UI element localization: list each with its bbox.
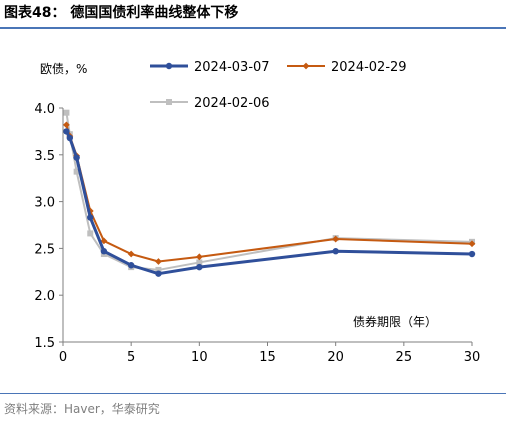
data-point <box>127 250 135 258</box>
legend-label: 2024-03-07 <box>194 60 270 75</box>
series-line <box>65 124 473 263</box>
data-point <box>196 259 203 266</box>
legend-item: 2024-02-29 <box>287 60 407 75</box>
legend-item: 2024-03-07 <box>150 60 270 75</box>
y-tick-label: 3.5 <box>34 149 55 164</box>
x-tick-label: 30 <box>464 350 481 365</box>
data-point <box>155 266 162 273</box>
data-point <box>100 248 108 255</box>
data-point <box>73 168 80 175</box>
x-tick-label: 10 <box>191 350 208 365</box>
data-point <box>63 128 70 135</box>
title-divider <box>0 27 506 29</box>
chart-title: 图表48： 德国国债利率曲线整体下移 <box>4 5 239 21</box>
data-point <box>332 235 340 243</box>
data-point <box>66 134 74 142</box>
data-point <box>73 154 80 161</box>
legend-label: 2024-02-29 <box>331 60 407 75</box>
series-2024-02-29 <box>63 121 476 265</box>
legend-swatch-marker <box>166 99 172 105</box>
data-point <box>332 248 339 255</box>
y-tick-label: 2.0 <box>34 289 55 304</box>
data-point <box>87 214 94 221</box>
y-tick-label: 2.5 <box>34 242 55 257</box>
data-point <box>87 230 94 237</box>
data-point <box>468 240 476 248</box>
source-note: 资料来源：Haver，华泰研究 <box>4 402 160 416</box>
data-point <box>127 262 135 269</box>
x-tick-label: 15 <box>259 350 276 365</box>
chart-legend: 2024-03-07 2024-02-29 2024-02-06 <box>150 60 407 111</box>
x-tick-label: 20 <box>327 350 344 365</box>
data-point <box>155 270 162 277</box>
series-2024-03-07 <box>63 128 476 277</box>
data-point <box>63 109 70 116</box>
x-tick-label: 5 <box>127 350 135 365</box>
data-point <box>100 237 108 245</box>
data-point <box>155 258 162 265</box>
data-point <box>63 121 70 129</box>
series-layer <box>63 109 476 277</box>
series-line <box>65 112 473 271</box>
y-tick-label: 3.0 <box>34 196 55 211</box>
legend-swatch-marker <box>302 62 310 70</box>
series-line <box>65 130 473 276</box>
data-point <box>468 250 476 258</box>
x-tick-label: 25 <box>396 350 413 365</box>
legend-item: 2024-02-06 <box>150 96 270 111</box>
data-point <box>195 253 203 261</box>
chart-axes: 1.5 2.0 2.5 3.0 3.5 4.0 0 5 10 15 20 25 30 <box>34 102 480 365</box>
y-axis-label: 欧债，% <box>40 62 87 76</box>
legend-swatch-marker <box>165 62 173 70</box>
x-tick-label: 0 <box>59 350 67 365</box>
legend-label: 2024-02-06 <box>194 96 270 111</box>
source-divider <box>0 393 506 394</box>
y-tick-label: 4.0 <box>34 102 55 117</box>
x-axis-label: 债券期限（年） <box>353 314 437 329</box>
y-tick-label: 1.5 <box>34 336 55 351</box>
data-point <box>196 263 203 271</box>
